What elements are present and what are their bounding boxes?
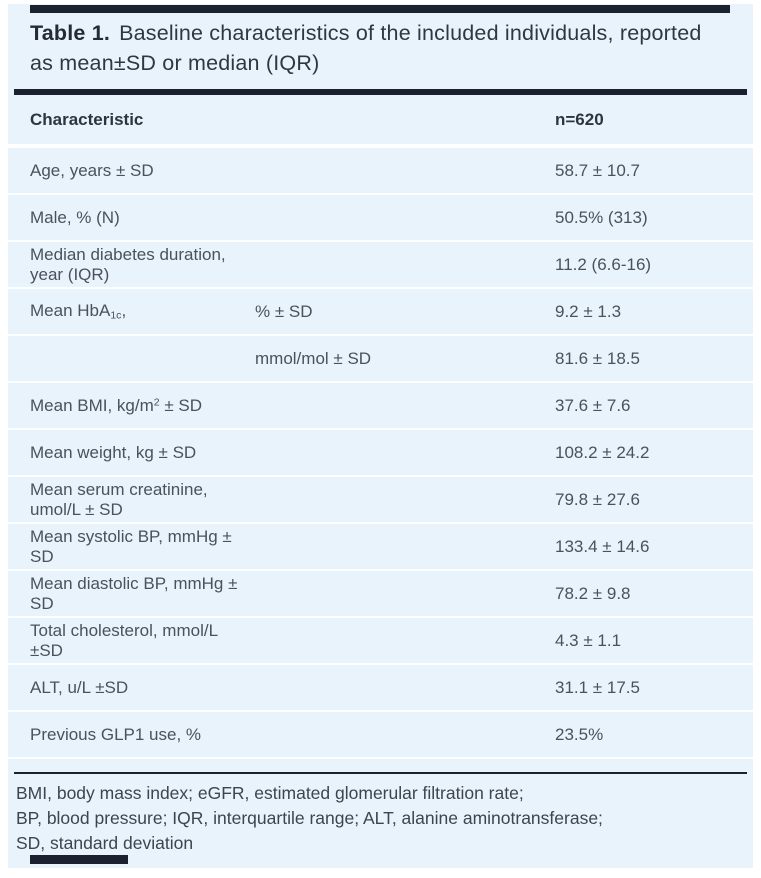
- table-row: Mean BMI, kg/m2 ± SD 37.6 ± 7.6: [8, 383, 753, 430]
- table-row: Mean serum creatinine, umol/L ± SD 79.8 ±…: [8, 477, 753, 524]
- row-label: Age, years ± SD: [30, 160, 154, 180]
- footnote-line: SD, standard deviation: [16, 833, 194, 853]
- table-row: Age, years ± SD 58.7 ± 10.7: [8, 148, 753, 195]
- row-value: 81.6 ± 18.5: [555, 348, 640, 368]
- row-value: 79.8 ± 27.6: [555, 489, 640, 509]
- row-value: 78.2 ± 9.8: [555, 583, 631, 603]
- footnote-gap: [8, 759, 753, 772]
- table-row: Mean diastolic BP, mmHg ± SD 78.2 ± 9.8: [8, 571, 753, 618]
- row-value: 11.2 (6.6-16): [555, 254, 652, 274]
- row-label: Mean weight, kg ± SD: [30, 442, 197, 462]
- table-row: ALT, u/L ±SD 31.1 ± 17.5: [8, 665, 753, 712]
- title-divider-rule: [14, 89, 747, 95]
- table-footnote: BMI, body mass index; eGFR, estimated gl…: [16, 781, 737, 856]
- row-label: Total cholesterol, mmol/L ±SD: [30, 620, 218, 660]
- row-value: 58.7 ± 10.7: [555, 160, 640, 180]
- footnote-line: BMI, body mass index; eGFR, estimated gl…: [16, 783, 524, 803]
- table-row: Mean HbA1c, % ± SD 9.2 ± 1.3: [8, 289, 753, 336]
- row-label: Mean diastolic BP, mmHg ± SD: [30, 573, 238, 613]
- row-label: Mean HbA1c,: [30, 301, 127, 322]
- row-value: 133.4 ± 14.6: [555, 536, 650, 556]
- row-label: Mean systolic BP, mmHg ± SD: [30, 526, 232, 566]
- table-header-row: Characteristic n=620: [8, 95, 753, 148]
- table-panel: Table 1. Baseline characteristics of the …: [8, 4, 753, 868]
- table-number-label: Table 1.: [30, 21, 111, 45]
- row-label: Median diabetes duration, year (IQR): [30, 244, 226, 284]
- footnote-line: BP, blood pressure; IQR, interquartile r…: [16, 808, 603, 828]
- row-value: 31.1 ± 17.5: [555, 677, 640, 697]
- row-value: 4.3 ± 1.1: [555, 630, 622, 650]
- table-rows: Age, years ± SD 58.7 ± 10.7 Male, % (N) 50.…: [8, 148, 753, 759]
- row-unit: % ± SD: [255, 301, 313, 321]
- row-value: 50.5% (313): [555, 207, 648, 227]
- footnote-divider-rule: [14, 772, 747, 774]
- row-label: Male, % (N): [30, 207, 120, 227]
- table-row: Median diabetes duration, year (IQR) 11.2…: [8, 242, 753, 289]
- bottom-rule-bar: [30, 855, 128, 864]
- table-row: Previous GLP1 use, % 23.5%: [8, 712, 753, 759]
- row-value: 9.2 ± 1.3: [555, 301, 622, 321]
- table-row: Total cholesterol, mmol/L ±SD 4.3 ± 1.1: [8, 618, 753, 665]
- row-value: 108.2 ± 24.2: [555, 442, 650, 462]
- row-label: Mean BMI, kg/m2 ± SD: [30, 395, 203, 415]
- row-label: ALT, u/L ±SD: [30, 677, 129, 697]
- row-unit: mmol/mol ± SD: [255, 348, 372, 368]
- table-row: Mean systolic BP, mmHg ± SD 133.4 ± 14.6: [8, 524, 753, 571]
- row-label: Previous GLP1 use, %: [30, 724, 202, 744]
- row-value: 23.5%: [555, 724, 604, 744]
- table-title-text: Baseline characteristics of the included…: [30, 21, 702, 75]
- table-row: mmol/mol ± SD 81.6 ± 18.5: [8, 336, 753, 383]
- top-rule-bar: [30, 5, 730, 13]
- row-value: 37.6 ± 7.6: [555, 395, 631, 415]
- table-row: Male, % (N) 50.5% (313): [8, 195, 753, 242]
- table-row: Mean weight, kg ± SD 108.2 ± 24.2: [8, 430, 753, 477]
- header-n: n=620: [555, 109, 604, 129]
- table-title: Table 1. Baseline characteristics of the …: [30, 18, 729, 78]
- row-label: Mean serum creatinine, umol/L ± SD: [30, 479, 208, 519]
- header-characteristic: Characteristic: [30, 109, 144, 129]
